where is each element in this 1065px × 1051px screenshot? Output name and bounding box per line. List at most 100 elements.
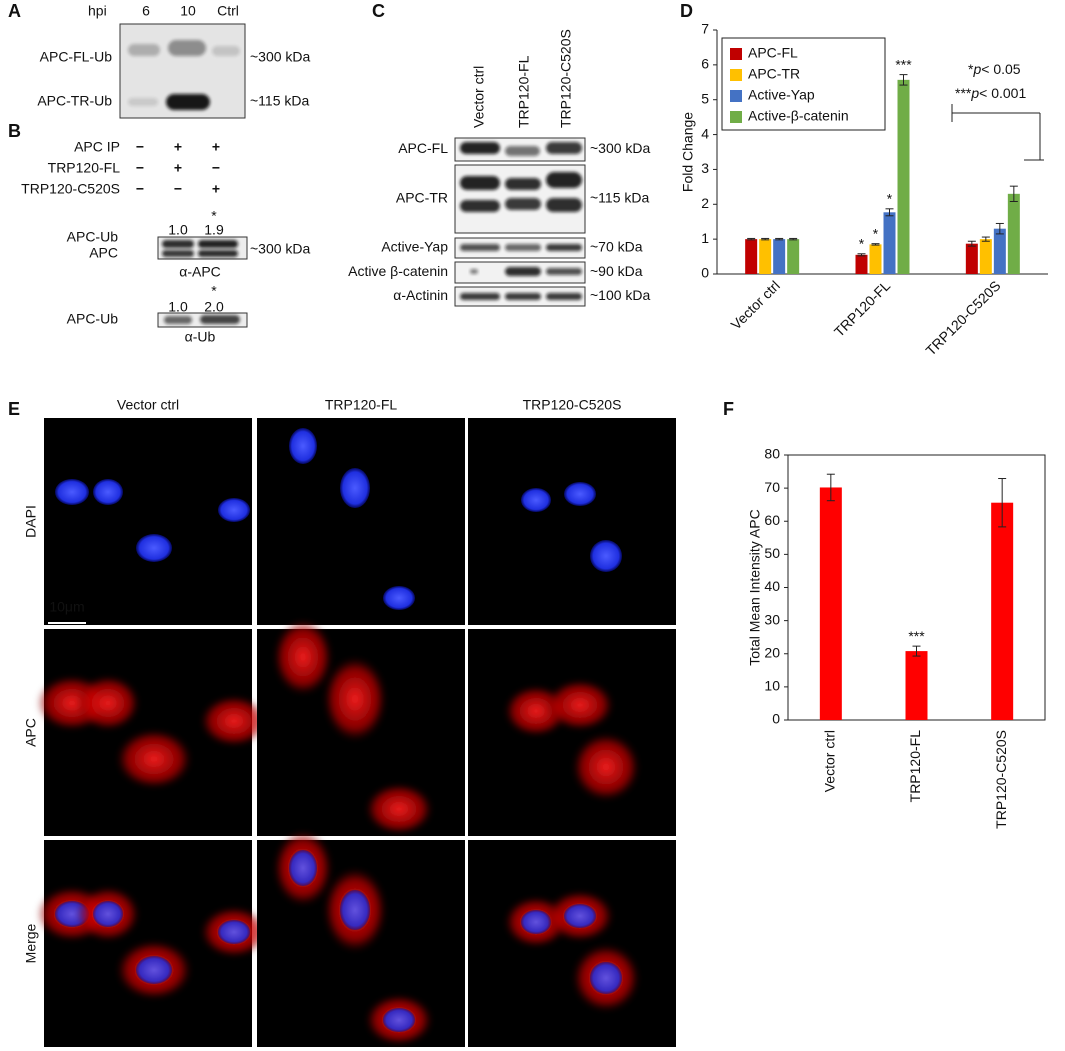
y-tick-label: 4 (701, 125, 709, 141)
apc-signal (546, 679, 614, 731)
bar (869, 244, 882, 274)
row-label: DAPI (23, 505, 39, 538)
band-label: APC-Ub (67, 229, 119, 245)
size-label: ~70 kDa (590, 239, 643, 255)
error-bar (981, 236, 990, 242)
x-tick-label: Vector ctrl (728, 277, 783, 332)
stars: * (968, 61, 974, 77)
bar (773, 239, 786, 274)
significance: * (859, 235, 865, 251)
star: * (211, 283, 217, 299)
row-label: Merge (23, 923, 39, 963)
significance: *** (895, 56, 912, 72)
band (546, 293, 582, 300)
micrograph (257, 418, 465, 625)
sign: + (212, 181, 220, 197)
sign: + (212, 139, 220, 155)
nucleus (521, 910, 551, 934)
x-tick-label: TRP120-C520S (922, 277, 1003, 358)
bar (759, 239, 772, 274)
quant: 1.9 (204, 222, 224, 238)
micrograph (468, 629, 676, 836)
band (546, 244, 582, 251)
bar (993, 228, 1006, 274)
y-tick-label: 20 (764, 644, 780, 660)
row-label: APC-FL (398, 140, 448, 156)
nucleus (383, 1008, 415, 1032)
size-label: ~300 kDa (590, 140, 651, 156)
band-label: APC (89, 245, 118, 261)
y-tick-label: 50 (764, 545, 780, 561)
image-bg (468, 418, 676, 625)
band (505, 198, 541, 210)
nucleus (340, 468, 370, 508)
y-tick-label: 5 (701, 90, 709, 106)
error-bar (857, 253, 866, 257)
sign: − (174, 181, 182, 197)
legend-swatch (730, 69, 742, 81)
nucleus (383, 586, 415, 610)
nucleus (564, 904, 596, 928)
size-label: ~90 kDa (590, 263, 643, 279)
legend-label: Active-β-catenin (748, 108, 849, 124)
y-tick-label: 70 (764, 479, 780, 495)
legend-swatch (730, 90, 742, 102)
band (460, 142, 500, 154)
error-bar (998, 478, 1007, 528)
micrograph (257, 830, 465, 1047)
sign: − (136, 181, 144, 197)
bar (883, 212, 896, 274)
band (546, 268, 582, 275)
apc-signal (572, 733, 640, 801)
nucleus (289, 850, 317, 886)
lane-label: 10 (180, 3, 196, 19)
y-tick-label: 0 (772, 711, 780, 727)
row-label: α-Actinin (393, 287, 448, 303)
panel-letter: F (723, 399, 734, 419)
y-tick-label: 10 (764, 678, 780, 694)
nucleus (218, 498, 250, 522)
y-tick-label: 1 (701, 230, 709, 246)
bar (1007, 193, 1020, 274)
band-label: APC-TR-Ub (37, 93, 112, 109)
panel-letter: A (8, 1, 21, 21)
condition-label: APC IP (74, 139, 120, 155)
band (200, 315, 240, 324)
band (162, 250, 194, 257)
panel-letter: E (8, 399, 20, 419)
panel-letter: B (8, 121, 21, 141)
size-label: ~300 kDa (250, 241, 311, 257)
significance: * (887, 191, 893, 207)
band (460, 200, 500, 212)
image-bg (468, 840, 676, 1047)
band (546, 198, 582, 212)
bar (979, 239, 992, 274)
band (460, 293, 500, 300)
legend-box (721, 37, 886, 131)
error-bar (747, 237, 756, 241)
y-tick-label: 0 (701, 265, 709, 281)
y-tick-label: 6 (701, 56, 709, 72)
band (162, 240, 194, 248)
image-bg (44, 418, 252, 625)
quant: 1.0 (168, 299, 188, 315)
error-bar (1009, 185, 1018, 202)
apc-signal (116, 729, 192, 789)
apc-signal (76, 675, 140, 731)
legend-label: Active-Yap (748, 87, 815, 103)
nucleus (136, 534, 172, 562)
p-symbol: p (970, 85, 979, 101)
micrograph (36, 840, 268, 1047)
lane-label: Ctrl (217, 3, 239, 19)
nucleus (218, 920, 250, 944)
micrograph (468, 418, 676, 625)
bar (819, 487, 842, 720)
error-bar (995, 222, 1004, 235)
column-header: Vector ctrl (117, 397, 179, 413)
band (164, 316, 192, 324)
x-tick-label: TRP120-FL (831, 277, 894, 340)
micrograph (257, 619, 465, 836)
band (460, 244, 500, 251)
bar (855, 254, 868, 274)
quant: 1.0 (168, 222, 188, 238)
